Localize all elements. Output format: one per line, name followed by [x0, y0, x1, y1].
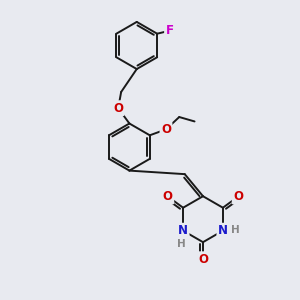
Text: O: O [161, 123, 171, 136]
Text: O: O [163, 190, 173, 203]
Text: N: N [218, 224, 228, 237]
Text: O: O [233, 190, 243, 203]
Text: H: H [177, 239, 186, 249]
Text: H: H [231, 225, 240, 235]
Text: N: N [178, 224, 188, 237]
Text: O: O [198, 253, 208, 266]
Text: O: O [113, 102, 123, 115]
Text: F: F [166, 24, 173, 37]
